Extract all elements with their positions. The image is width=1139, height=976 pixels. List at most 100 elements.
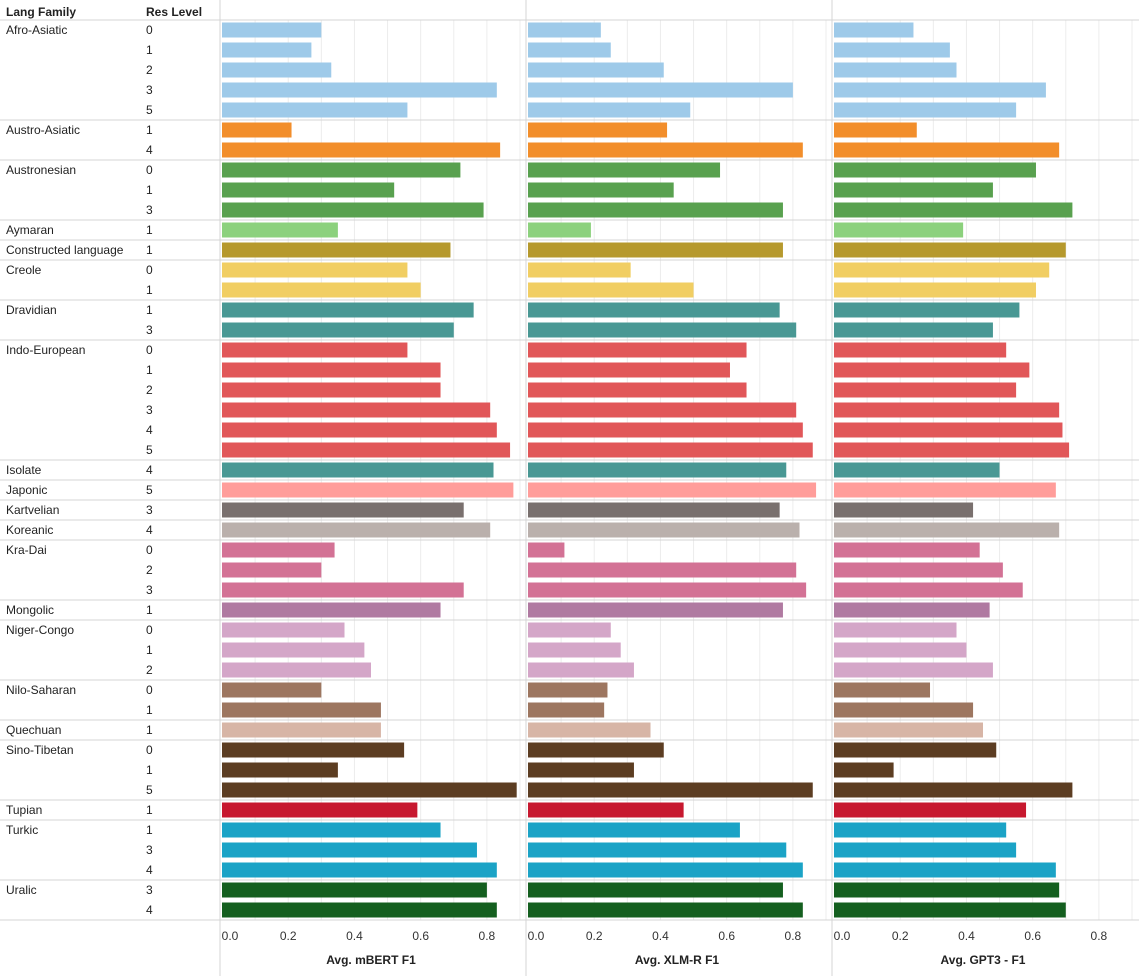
family-label-dravidian: Dravidian xyxy=(6,303,57,317)
tick-label: 0.6 xyxy=(412,929,429,943)
res-level-label: 0 xyxy=(146,163,153,177)
bar-kartvelian-3-avg-gpt3-f1 xyxy=(834,502,974,518)
bar-dravidian-1-avg-gpt3-f1 xyxy=(834,302,1020,318)
bar-austro-asiatic-4-avg-xlm-r-f1 xyxy=(528,142,803,158)
bar-indo-european-0-avg-gpt3-f1 xyxy=(834,342,1007,358)
res-level-label: 0 xyxy=(146,623,153,637)
bar-sino-tibetan-1-avg-mbert-f1 xyxy=(222,762,338,778)
res-level-label: 4 xyxy=(146,863,153,877)
bar-afro-asiatic-5-avg-xlm-r-f1 xyxy=(528,102,691,118)
res-level-label: 1 xyxy=(146,243,153,257)
tick-label: 0.8 xyxy=(479,929,496,943)
tick-label: 0.4 xyxy=(346,929,363,943)
axis-title-avg-mbert-f1: Avg. mBERT F1 xyxy=(326,953,416,967)
bar-indo-european-3-avg-xlm-r-f1 xyxy=(528,402,797,418)
bar-turkic-1-avg-mbert-f1 xyxy=(222,822,441,838)
res-level-label: 1 xyxy=(146,123,153,137)
bar-isolate-4-avg-xlm-r-f1 xyxy=(528,462,787,478)
bar-turkic-1-avg-xlm-r-f1 xyxy=(528,822,740,838)
family-label-kra-dai: Kra-Dai xyxy=(6,543,47,557)
bar-kra-dai-3-avg-gpt3-f1 xyxy=(834,582,1023,598)
bar-austronesian-0-avg-gpt3-f1 xyxy=(834,162,1036,178)
bar-niger-congo-0-avg-mbert-f1 xyxy=(222,622,345,638)
family-label-niger-congo: Niger-Congo xyxy=(6,623,74,637)
bar-kartvelian-3-avg-xlm-r-f1 xyxy=(528,502,780,518)
bar-niger-congo-0-avg-gpt3-f1 xyxy=(834,622,957,638)
bar-creole-1-avg-gpt3-f1 xyxy=(834,282,1036,298)
family-label-uralic: Uralic xyxy=(6,883,37,897)
res-level-label: 1 xyxy=(146,303,153,317)
bar-uralic-3-avg-xlm-r-f1 xyxy=(528,882,783,898)
family-label-creole: Creole xyxy=(6,263,42,277)
family-label-aymaran: Aymaran xyxy=(6,223,54,237)
res-level-label: 3 xyxy=(146,503,153,517)
family-label-tupian: Tupian xyxy=(6,803,42,817)
bar-indo-european-4-avg-xlm-r-f1 xyxy=(528,422,803,438)
bar-sino-tibetan-0-avg-gpt3-f1 xyxy=(834,742,997,758)
res-level-label: 1 xyxy=(146,803,153,817)
bar-austro-asiatic-4-avg-gpt3-f1 xyxy=(834,142,1060,158)
bar-austronesian-3-avg-gpt3-f1 xyxy=(834,202,1073,218)
res-level-label: 1 xyxy=(146,823,153,837)
bar-sino-tibetan-1-avg-xlm-r-f1 xyxy=(528,762,634,778)
bar-aymaran-1-avg-xlm-r-f1 xyxy=(528,222,591,238)
family-label-isolate: Isolate xyxy=(6,463,42,477)
bar-isolate-4-avg-gpt3-f1 xyxy=(834,462,1000,478)
bar-afro-asiatic-0-avg-gpt3-f1 xyxy=(834,22,914,38)
res-level-label: 4 xyxy=(146,523,153,537)
res-level-label: 3 xyxy=(146,883,153,897)
family-label-koreanic: Koreanic xyxy=(6,523,53,537)
bar-afro-asiatic-1-avg-mbert-f1 xyxy=(222,42,312,58)
res-level-label: 3 xyxy=(146,323,153,337)
family-label-afro-asiatic: Afro-Asiatic xyxy=(6,23,67,37)
bar-dravidian-1-avg-mbert-f1 xyxy=(222,302,474,318)
bar-indo-european-5-avg-gpt3-f1 xyxy=(834,442,1070,458)
bar-austro-asiatic-4-avg-mbert-f1 xyxy=(222,142,501,158)
res-level-label: 0 xyxy=(146,683,153,697)
bar-turkic-1-avg-gpt3-f1 xyxy=(834,822,1007,838)
bar-indo-european-2-avg-xlm-r-f1 xyxy=(528,382,747,398)
bar-afro-asiatic-1-avg-xlm-r-f1 xyxy=(528,42,611,58)
tick-label: 0.8 xyxy=(785,929,802,943)
res-level-label: 1 xyxy=(146,283,153,297)
bar-austro-asiatic-1-avg-xlm-r-f1 xyxy=(528,122,668,138)
bar-afro-asiatic-3-avg-xlm-r-f1 xyxy=(528,82,793,98)
res-level-label: 0 xyxy=(146,343,153,357)
row-labels: Afro-Asiatic 0 1 2 3 5 Austro-Asiatic 1 4 Austron… xyxy=(6,23,153,917)
axis-title-avg-gpt3-f1: Avg. GPT3 - F1 xyxy=(941,953,1026,967)
bar-dravidian-3-avg-xlm-r-f1 xyxy=(528,322,797,338)
bar-indo-european-2-avg-gpt3-f1 xyxy=(834,382,1017,398)
tick-label: 0.0 xyxy=(528,929,545,943)
bar-kartvelian-3-avg-mbert-f1 xyxy=(222,502,464,518)
res-level-label: 3 xyxy=(146,403,153,417)
bar-niger-congo-1-avg-xlm-r-f1 xyxy=(528,642,621,658)
bar-austronesian-3-avg-mbert-f1 xyxy=(222,202,484,218)
header: Lang Family Res Level xyxy=(6,5,202,19)
bar-indo-european-0-avg-xlm-r-f1 xyxy=(528,342,747,358)
bar-niger-congo-2-avg-gpt3-f1 xyxy=(834,662,993,678)
bar-kra-dai-3-avg-mbert-f1 xyxy=(222,582,464,598)
res-level-label: 5 xyxy=(146,103,153,117)
bar-austro-asiatic-1-avg-gpt3-f1 xyxy=(834,122,917,138)
res-level-label: 1 xyxy=(146,703,153,717)
res-level-label: 1 xyxy=(146,43,153,57)
res-level-label: 0 xyxy=(146,743,153,757)
column-header-lang-family: Lang Family xyxy=(6,5,76,19)
bar-constructed-language-1-avg-xlm-r-f1 xyxy=(528,242,783,258)
family-label-sino-tibetan: Sino-Tibetan xyxy=(6,743,74,757)
bar-niger-congo-2-avg-xlm-r-f1 xyxy=(528,662,634,678)
bar-afro-asiatic-2-avg-xlm-r-f1 xyxy=(528,62,664,78)
bar-creole-0-avg-gpt3-f1 xyxy=(834,262,1050,278)
bar-isolate-4-avg-mbert-f1 xyxy=(222,462,494,478)
bar-turkic-3-avg-gpt3-f1 xyxy=(834,842,1017,858)
bar-turkic-3-avg-mbert-f1 xyxy=(222,842,477,858)
bar-indo-european-2-avg-mbert-f1 xyxy=(222,382,441,398)
bar-mongolic-1-avg-mbert-f1 xyxy=(222,602,441,618)
bar-mongolic-1-avg-xlm-r-f1 xyxy=(528,602,783,618)
family-label-constructed-language: Constructed language xyxy=(6,243,124,257)
bar-turkic-4-avg-xlm-r-f1 xyxy=(528,862,803,878)
bar-creole-0-avg-mbert-f1 xyxy=(222,262,408,278)
bar-niger-congo-1-avg-gpt3-f1 xyxy=(834,642,967,658)
res-level-label: 0 xyxy=(146,23,153,37)
